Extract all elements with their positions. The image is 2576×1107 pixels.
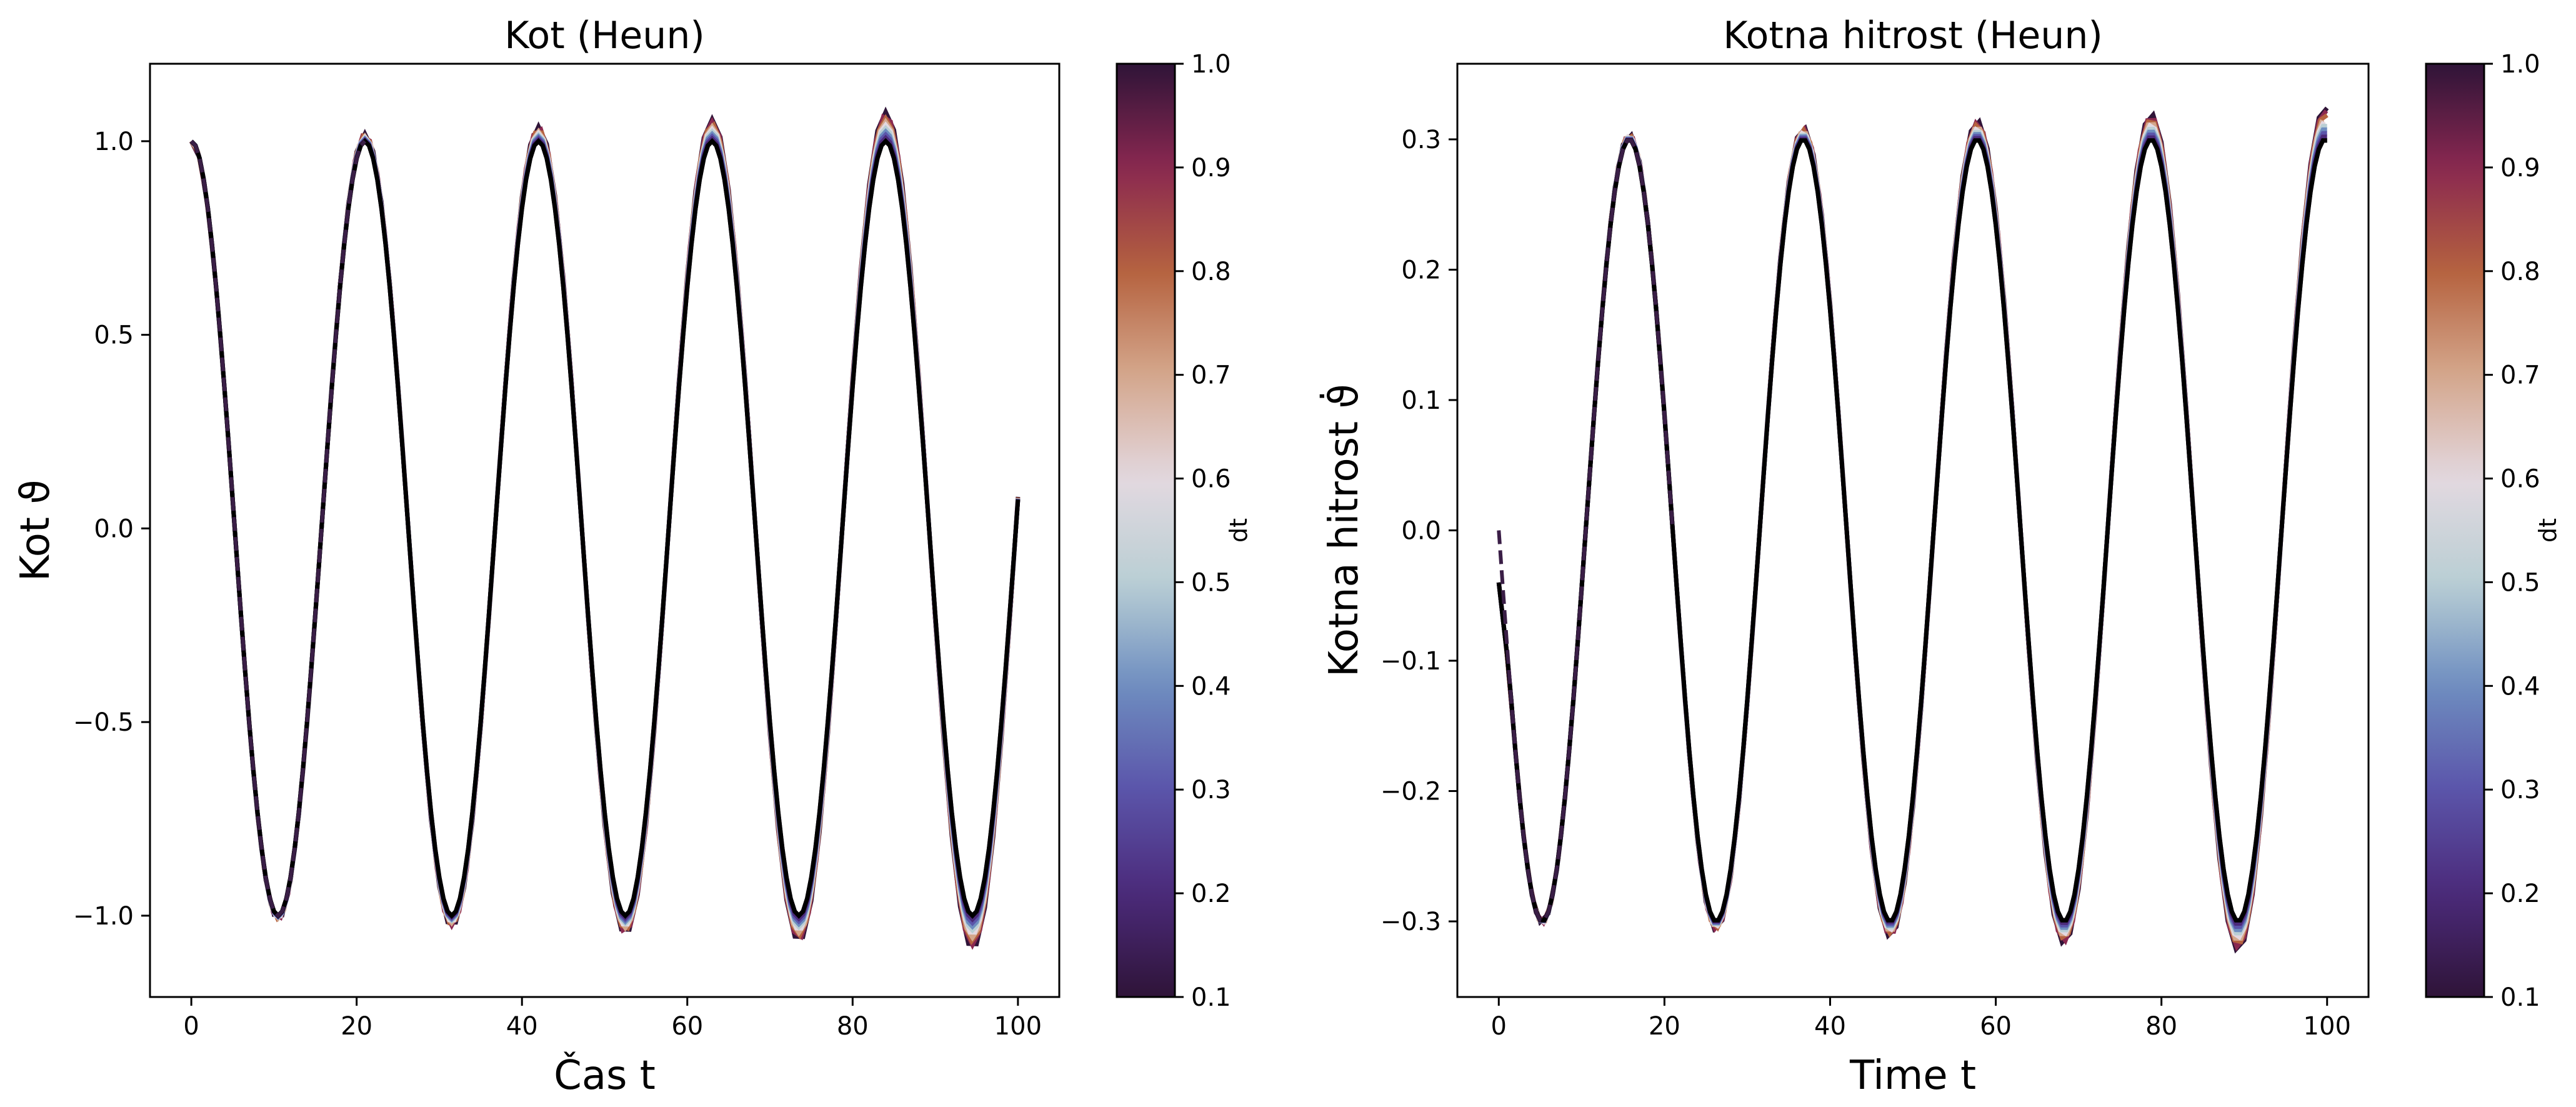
x-tick-label: 0 [1491, 1012, 1507, 1041]
colorbar-tick-label: 0.1 [2500, 983, 2540, 1012]
left-chart-panel: 0 20 40 60 80 100 −1.0 −0.5 0.0 0.5 1.0 Kot (Heun) Č… [12, 14, 1252, 1099]
x-tick-label: 60 [671, 1012, 703, 1041]
colorbar [1117, 64, 1175, 997]
series-reference-dashed [1497, 138, 1675, 923]
colorbar-tick-label: 0.1 [1191, 983, 1231, 1012]
x-tick-label: 60 [1980, 1012, 2012, 1041]
colorbar-tick-label: 0.8 [2500, 258, 2540, 286]
y-tick-label: 0.3 [1401, 126, 1441, 154]
x-tick-label: 80 [837, 1012, 869, 1041]
colorbar-tick-label: 0.2 [2500, 879, 2540, 908]
x-tick-label: 20 [1649, 1012, 1680, 1041]
chart-title: Kotna hitrost (Heun) [1723, 14, 2103, 58]
y-tick-label: 0.2 [1401, 256, 1441, 284]
y-tick-label: 0.5 [94, 321, 134, 350]
colorbar-tick-label: 0.6 [2500, 465, 2540, 494]
x-tick-label: 100 [994, 1012, 1042, 1041]
colorbar-tick-label: 0.7 [1191, 361, 1231, 390]
y-tick-label: −0.2 [1380, 778, 1441, 806]
series-reference-solid [189, 138, 1021, 919]
colorbar-tick-label: 1.0 [1191, 50, 1231, 79]
colorbar-tick-label: 0.9 [1191, 154, 1231, 183]
colorbar-tick-label: 0.4 [2500, 672, 2540, 701]
series-reference-dashed [189, 139, 367, 919]
colorbar-tick-label: 0.3 [1191, 776, 1231, 804]
y-tick-label: 0.1 [1401, 386, 1441, 415]
y-tick-label: −0.5 [73, 708, 134, 737]
colorbar-tick-label: 0.5 [1191, 568, 1231, 597]
y-tick-label: 0.0 [94, 514, 134, 543]
y-tick-label: −0.1 [1380, 647, 1441, 676]
x-axis-label: Čas t [554, 1051, 656, 1099]
colorbar-tick-label: 0.9 [2500, 154, 2540, 183]
colorbar-tick-label: 1.0 [2500, 50, 2540, 79]
y-tick-label: −0.3 [1380, 908, 1441, 936]
x-tick-label: 40 [506, 1012, 538, 1041]
colorbar-tick-label: 0.3 [2500, 776, 2540, 804]
colorbar-tick-label: 0.6 [1191, 465, 1231, 494]
y-tick-label: 1.0 [94, 128, 134, 156]
x-tick-label: 0 [183, 1012, 199, 1041]
x-tick-label: 80 [2145, 1012, 2177, 1041]
y-axis-label: Kot ϑ [12, 479, 59, 581]
y-axis-label: Kotna hitrost ϑ̇ [1319, 384, 1367, 677]
x-tick-label: 100 [2304, 1012, 2351, 1041]
y-tick-label: −1.0 [73, 902, 134, 931]
colorbar-tick-label: 0.7 [2500, 361, 2540, 390]
y-tick-label: 0.0 [1401, 517, 1441, 546]
colorbar-tick-label: 0.5 [2500, 568, 2540, 597]
series-group [189, 106, 1021, 950]
colorbar-tick-label: 0.2 [1191, 879, 1231, 908]
x-tick-label: 40 [1814, 1012, 1846, 1041]
chart-title: Kot (Heun) [504, 14, 705, 58]
colorbar-tick-label: 0.8 [1191, 258, 1231, 286]
axes-frame [149, 63, 1061, 998]
colorbar-label: dt [1225, 518, 1252, 543]
axes-frame [1456, 63, 2370, 998]
colorbar-tick-label: 0.4 [1191, 672, 1231, 701]
right-chart-panel: 0 20 40 60 80 100 −0.3 −0.2 −0.1 0.0 0.1 0.2 0.3 Kotn… [1319, 14, 2562, 1099]
series-reference-solid [1496, 138, 2327, 923]
colorbar-frame [1116, 63, 1176, 998]
colorbar-label: dt [2534, 518, 2562, 543]
x-tick-label: 20 [341, 1012, 372, 1041]
colorbar [2426, 64, 2484, 997]
x-axis-label: Time t [1849, 1053, 1976, 1099]
series-group [1496, 106, 2329, 954]
colorbar-frame [2425, 63, 2485, 998]
